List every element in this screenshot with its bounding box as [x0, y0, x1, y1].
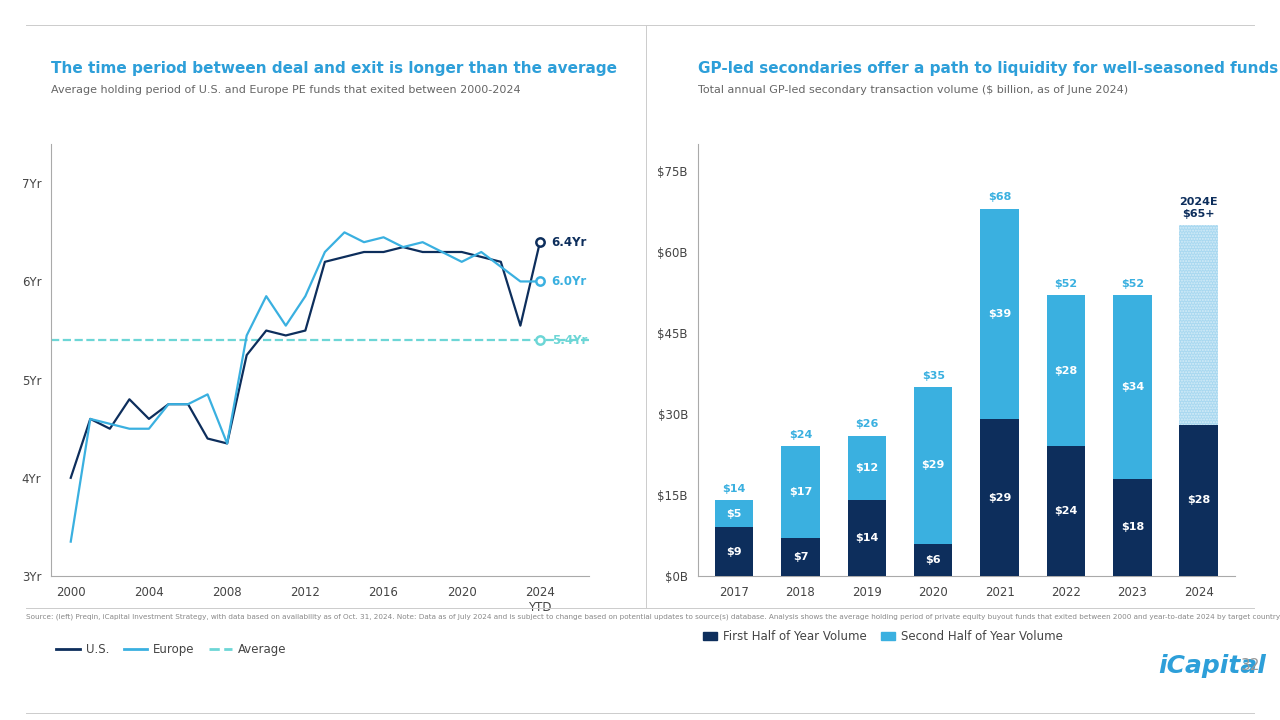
- Bar: [1179, 425, 1219, 576]
- Text: Total annual GP-led secondary transaction volume ($ billion, as of June 2024): Total annual GP-led secondary transactio…: [698, 85, 1128, 95]
- Legend: U.S., Europe, Average: U.S., Europe, Average: [51, 638, 292, 660]
- Bar: [781, 446, 819, 539]
- Text: $17: $17: [788, 487, 812, 498]
- Bar: [1114, 479, 1152, 576]
- Bar: [1179, 225, 1219, 425]
- Bar: [914, 544, 952, 576]
- Bar: [1114, 295, 1152, 479]
- Text: $29: $29: [988, 492, 1011, 503]
- Bar: [847, 500, 886, 576]
- Text: GP-led secondaries offer a path to liquidity for well-seasoned funds: GP-led secondaries offer a path to liqui…: [698, 60, 1277, 76]
- Text: Average holding period of U.S. and Europe PE funds that exited between 2000-2024: Average holding period of U.S. and Europ…: [51, 85, 521, 95]
- Text: $39: $39: [988, 309, 1011, 319]
- Text: $14: $14: [722, 484, 746, 494]
- Text: $24: $24: [788, 430, 813, 440]
- Text: $24: $24: [1055, 506, 1078, 516]
- Text: iCapital: iCapital: [1158, 654, 1266, 678]
- Text: $28: $28: [1187, 495, 1211, 505]
- Bar: [847, 436, 886, 500]
- Bar: [714, 527, 754, 576]
- Text: 2024E
$65+: 2024E $65+: [1179, 197, 1219, 219]
- Text: $26: $26: [855, 419, 878, 429]
- Text: $18: $18: [1121, 523, 1144, 532]
- Text: Source: (left) Preqin, iCapital Investment Strategy, with data based on availabi: Source: (left) Preqin, iCapital Investme…: [26, 613, 1280, 620]
- Legend: First Half of Year Volume, Second Half of Year Volume: First Half of Year Volume, Second Half o…: [698, 625, 1068, 647]
- Text: $52: $52: [1055, 279, 1078, 289]
- Text: $5: $5: [727, 509, 742, 519]
- Text: $7: $7: [792, 552, 808, 562]
- Text: $12: $12: [855, 463, 878, 473]
- Bar: [1047, 446, 1085, 576]
- Text: $68: $68: [988, 192, 1011, 202]
- Bar: [1047, 295, 1085, 446]
- Text: $29: $29: [922, 460, 945, 470]
- Bar: [914, 387, 952, 544]
- Text: 32: 32: [1240, 659, 1260, 673]
- Text: The time period between deal and exit is longer than the average: The time period between deal and exit is…: [51, 60, 617, 76]
- Text: $35: $35: [922, 371, 945, 380]
- Text: $52: $52: [1121, 279, 1144, 289]
- Text: $34: $34: [1121, 382, 1144, 392]
- Bar: [980, 419, 1019, 576]
- Text: 5.4Yr: 5.4Yr: [552, 334, 588, 347]
- Text: 6.4Yr: 6.4Yr: [552, 235, 588, 248]
- Bar: [1179, 225, 1219, 425]
- Bar: [980, 209, 1019, 419]
- Bar: [714, 500, 754, 527]
- Text: $6: $6: [925, 555, 941, 564]
- Text: 6.0Yr: 6.0Yr: [552, 275, 588, 288]
- Bar: [781, 539, 819, 576]
- Text: $14: $14: [855, 534, 878, 543]
- Text: $28: $28: [1055, 366, 1078, 376]
- Text: $9: $9: [726, 546, 742, 557]
